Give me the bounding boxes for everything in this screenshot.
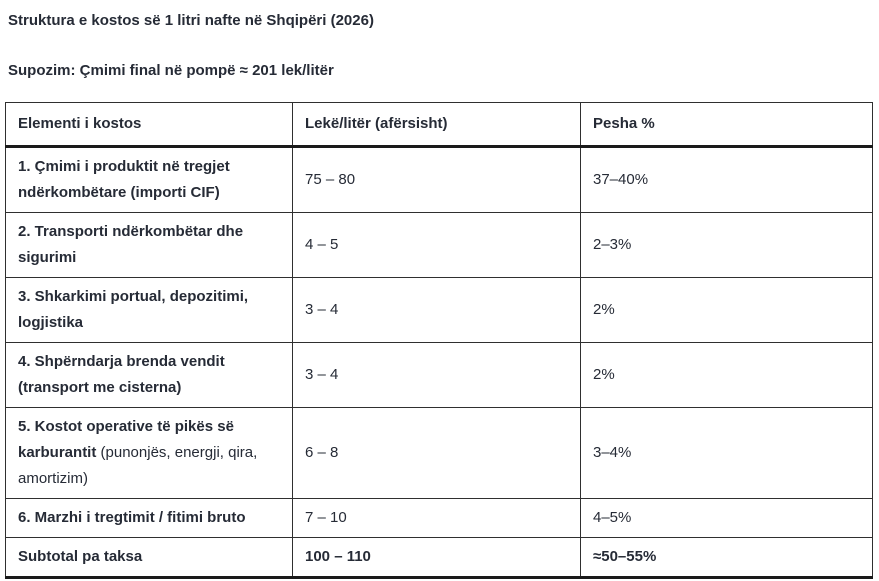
cell-element: 5. Kostot operative të pikës së karburan… bbox=[5, 407, 293, 499]
table-row: 2. Transporti ndërkombëtar dhe sigurimi … bbox=[5, 212, 873, 278]
table-row: 1. Çmimi i produktit në tregjet ndërkomb… bbox=[5, 146, 873, 213]
cell-value: 4 – 5 bbox=[292, 212, 581, 278]
column-header-share: Pesha % bbox=[580, 102, 873, 148]
cell-share: 3–4% bbox=[580, 407, 873, 499]
cost-structure-table: Elementi i kostos Lekë/litër (afërsisht)… bbox=[5, 102, 873, 579]
cell-value: 6 – 8 bbox=[292, 407, 581, 499]
cell-element: 3. Shkarkimi portual, depozitimi, logjis… bbox=[5, 277, 293, 343]
table-row: 4. Shpërndarja brenda vendit (transport … bbox=[5, 342, 873, 408]
table-row: 3. Shkarkimi portual, depozitimi, logjis… bbox=[5, 277, 873, 343]
cell-value: 3 – 4 bbox=[292, 277, 581, 343]
subtotal-share: ≈50–55% bbox=[580, 537, 873, 578]
cell-share: 2–3% bbox=[580, 212, 873, 278]
subtotal-value: 100 – 110 bbox=[292, 537, 581, 578]
cell-share: 2% bbox=[580, 342, 873, 408]
element-label-bold: 4. Shpërndarja brenda vendit (transport … bbox=[18, 353, 225, 396]
page-title: Struktura e kostos së 1 litri nafte në S… bbox=[8, 12, 374, 29]
page-subtitle: Supozim: Çmimi final në pompë ≈ 201 lek/… bbox=[8, 62, 334, 79]
subtotal-row: Subtotal pa taksa 100 – 110 ≈50–55% bbox=[5, 537, 873, 578]
element-label-bold: 5. Kostot operative të pikës së karburan… bbox=[18, 418, 234, 461]
cell-value: 3 – 4 bbox=[292, 342, 581, 408]
cell-share: 2% bbox=[580, 277, 873, 343]
cell-value: 7 – 10 bbox=[292, 498, 581, 538]
element-label-bold: 2. Transporti ndërkombëtar dhe sigurimi bbox=[18, 223, 244, 266]
table-header-row: Elementi i kostos Lekë/litër (afërsisht)… bbox=[5, 102, 873, 148]
element-label-bold: 1. Çmimi i produktit në tregjet ndërkomb… bbox=[18, 158, 230, 201]
column-header-value: Lekë/litër (afërsisht) bbox=[292, 102, 581, 148]
cell-element: 4. Shpërndarja brenda vendit (transport … bbox=[5, 342, 293, 408]
cell-value: 75 – 80 bbox=[292, 146, 581, 213]
cell-element: 1. Çmimi i produktit në tregjet ndërkomb… bbox=[5, 146, 293, 213]
cell-element: 2. Transporti ndërkombëtar dhe sigurimi bbox=[5, 212, 293, 278]
element-label-bold: 6. Marzhi i tregtimit / fitimi bruto bbox=[18, 509, 246, 526]
element-label-normal: (punonjës, energji, qira, amortizim) bbox=[18, 444, 258, 487]
subtotal-label: Subtotal pa taksa bbox=[5, 537, 293, 578]
table-row: 5. Kostot operative të pikës së karburan… bbox=[5, 407, 873, 499]
column-header-element: Elementi i kostos bbox=[5, 102, 293, 148]
cell-share: 4–5% bbox=[580, 498, 873, 538]
cell-share: 37–40% bbox=[580, 146, 873, 213]
cell-element: 6. Marzhi i tregtimit / fitimi bruto bbox=[5, 498, 293, 538]
table-row: 6. Marzhi i tregtimit / fitimi bruto 7 –… bbox=[5, 498, 873, 538]
element-label-bold: 3. Shkarkimi portual, depozitimi, logjis… bbox=[18, 288, 249, 331]
